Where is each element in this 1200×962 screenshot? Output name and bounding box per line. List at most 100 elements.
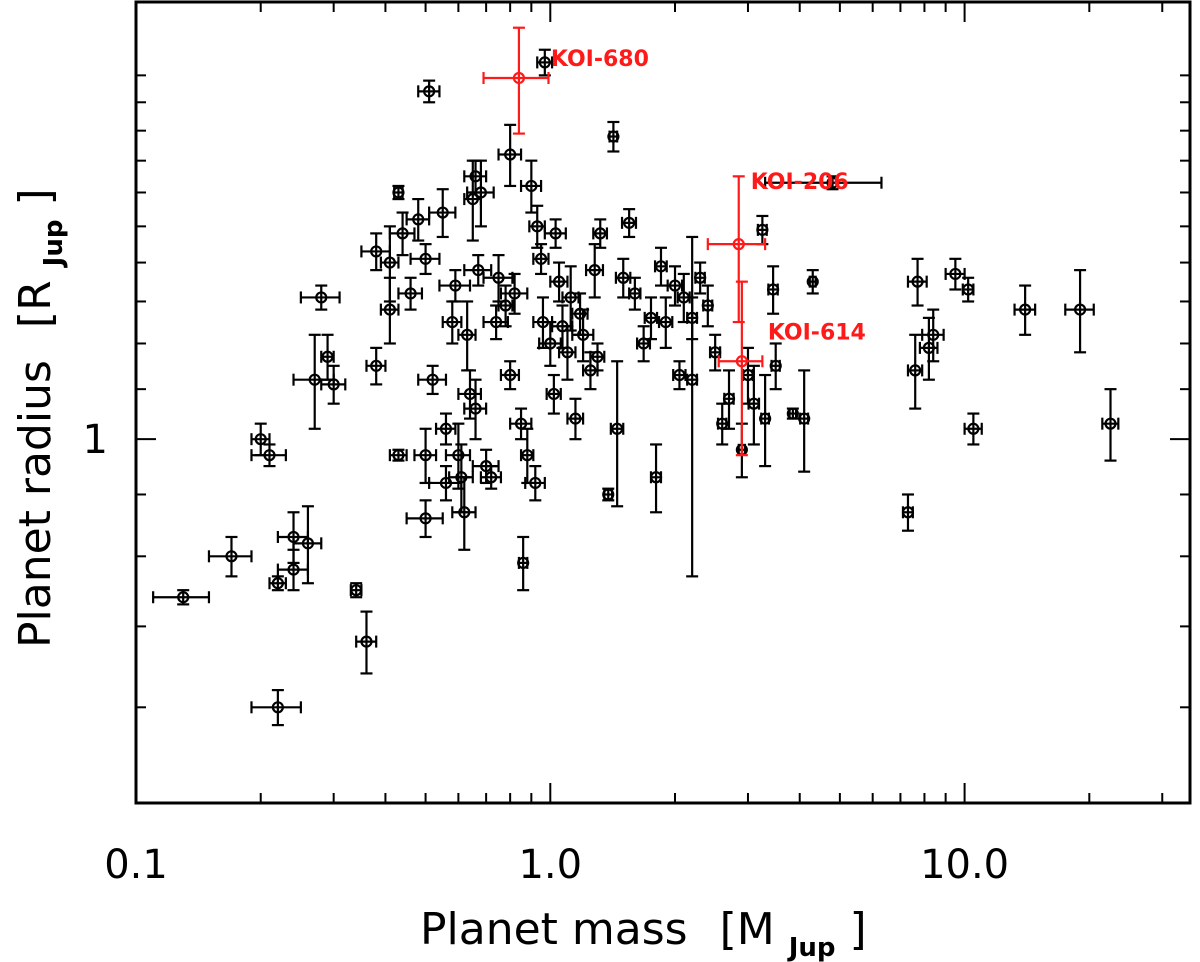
- data-point: [701, 284, 714, 328]
- data-point-marker: [419, 449, 432, 462]
- x-axis-unit-sub: Jup: [787, 933, 836, 962]
- data-point-marker: [1019, 303, 1032, 316]
- data-point: [320, 364, 347, 405]
- data-point: [1101, 388, 1120, 462]
- data-point: [901, 493, 915, 532]
- data-point-marker: [909, 364, 922, 377]
- data-point: [649, 443, 663, 514]
- data-point-marker: [412, 213, 425, 226]
- data-point: [499, 272, 529, 315]
- data-point-marker: [321, 350, 334, 363]
- data-point-marker: [439, 476, 453, 490]
- data-point-marker: [826, 176, 839, 189]
- data-point: [397, 276, 424, 311]
- data-point-marker: [716, 417, 729, 430]
- data-point: [716, 402, 729, 446]
- data-point-marker: [521, 449, 534, 462]
- data-point-marker: [649, 471, 663, 484]
- data-point: [769, 342, 782, 391]
- data-point-marker: [701, 299, 714, 312]
- data-point-marker: [308, 373, 321, 386]
- data-point: [741, 346, 755, 405]
- data-point-marker: [392, 186, 405, 199]
- x-axis-unit-close: ]: [850, 904, 867, 955]
- x-tick-label: 0.1: [104, 842, 168, 888]
- data-point: [566, 397, 585, 441]
- data-point: [708, 333, 722, 372]
- data-point-marker: [654, 260, 668, 273]
- data-point-marker: [271, 577, 284, 590]
- data-point: [722, 369, 736, 430]
- data-point: [584, 243, 605, 299]
- data-point-marker: [263, 449, 276, 462]
- data-point: [405, 197, 431, 242]
- data-point: [428, 188, 457, 239]
- data-point-marker: [1073, 303, 1087, 316]
- data-point-marker: [644, 311, 658, 324]
- data-point: [643, 296, 659, 341]
- data-point-marker: [466, 192, 479, 206]
- data-point: [798, 369, 811, 473]
- data-point-marker: [747, 397, 760, 410]
- data-point-marker: [458, 506, 471, 519]
- data-point-marker: [383, 303, 396, 316]
- data-point: [451, 476, 477, 551]
- data-point: [457, 369, 483, 420]
- data-point-marker: [504, 368, 517, 382]
- data-point: [299, 284, 341, 311]
- data-point: [409, 243, 441, 276]
- data-point-marker: [547, 387, 560, 401]
- data-point: [482, 254, 514, 303]
- data-point: [517, 535, 530, 592]
- data-point: [388, 448, 408, 462]
- data-point-marker: [673, 368, 686, 382]
- data-point: [365, 346, 387, 386]
- data-point: [438, 269, 472, 303]
- data-point-marker: [607, 130, 620, 143]
- data-point-marker: [531, 220, 544, 233]
- data-point-marker: [383, 256, 396, 269]
- data-point-marker: [911, 275, 924, 288]
- data-point-marker: [806, 275, 819, 288]
- data-point-marker: [452, 449, 465, 462]
- data-point-marker: [439, 422, 453, 435]
- data-point-marker: [967, 422, 980, 435]
- data-point: [292, 505, 323, 585]
- data-point: [666, 265, 684, 307]
- data-point: [538, 320, 562, 367]
- data-point-marker: [628, 287, 641, 300]
- data-point: [759, 373, 772, 468]
- data-point-marker: [504, 148, 517, 161]
- data-point: [405, 499, 444, 539]
- data-point-marker: [767, 283, 780, 296]
- data-point-marker: [569, 412, 582, 425]
- data-point: [509, 407, 533, 441]
- data-point-marker: [512, 71, 526, 85]
- data-point: [747, 364, 761, 446]
- data-point: [417, 364, 448, 396]
- data-point-marker: [577, 328, 590, 341]
- data-point-marker: [786, 407, 799, 420]
- koi-point: [706, 175, 767, 324]
- data-point: [388, 211, 416, 257]
- data-point-marker: [514, 417, 528, 430]
- data-point: [602, 487, 615, 502]
- known-planets-series: [152, 48, 1120, 727]
- x-tick-label: 1.0: [518, 842, 582, 888]
- x-axis-title: Planet mass: [420, 904, 688, 955]
- data-point-marker: [538, 56, 551, 69]
- koi-label: KOI-680: [551, 47, 649, 72]
- data-point-marker: [446, 315, 459, 329]
- data-point: [906, 257, 928, 307]
- data-point: [250, 688, 302, 727]
- data-point-marker: [623, 216, 636, 229]
- data-point-marker: [594, 227, 607, 240]
- data-point: [607, 120, 620, 153]
- data-point-marker: [301, 537, 315, 550]
- data-point-marker: [659, 315, 672, 329]
- data-point-marker: [529, 476, 542, 490]
- data-point-marker: [327, 378, 340, 391]
- data-point: [918, 316, 939, 381]
- koi-planets-series: KOI-680 KOI-206 KOI-614: [482, 26, 866, 457]
